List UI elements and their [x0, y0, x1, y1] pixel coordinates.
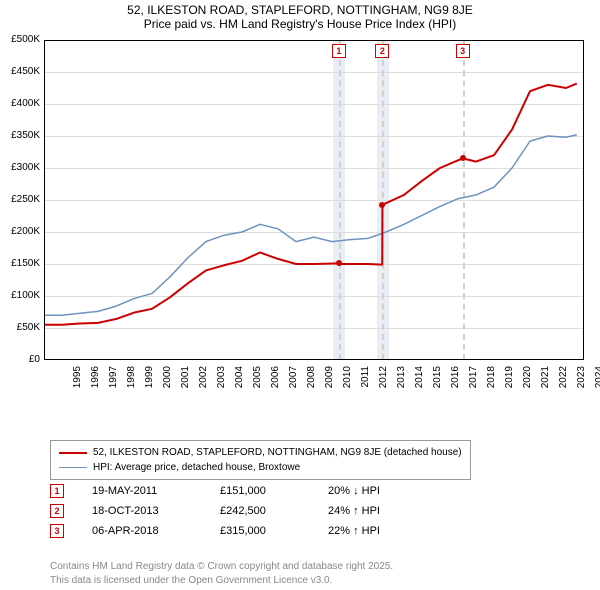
x-axis-label: 2014 — [414, 366, 425, 396]
credits-footer: Contains HM Land Registry data © Crown c… — [50, 560, 393, 587]
y-axis-label: £500K — [2, 34, 40, 45]
footer-line-2: This data is licensed under the Open Gov… — [50, 574, 393, 588]
x-axis-label: 2015 — [432, 366, 443, 396]
x-axis-label: 1997 — [108, 366, 119, 396]
event-number: 2 — [50, 504, 64, 518]
x-axis-label: 2009 — [324, 366, 335, 396]
x-axis-label: 2024 — [594, 366, 600, 396]
x-axis-label: 2002 — [198, 366, 209, 396]
plot-border — [44, 40, 584, 360]
legend-item-property: 52, ILKESTON ROAD, STAPLEFORD, NOTTINGHA… — [59, 445, 462, 460]
x-axis-label: 2023 — [576, 366, 587, 396]
event-row: 3 06-APR-2018 £315,000 22% ↑ HPI — [50, 524, 428, 538]
x-axis-label: 1998 — [126, 366, 137, 396]
title-line-1: 52, ILKESTON ROAD, STAPLEFORD, NOTTINGHA… — [0, 3, 600, 17]
legend-label-hpi: HPI: Average price, detached house, Brox… — [93, 460, 300, 475]
x-axis-label: 1995 — [72, 366, 83, 396]
legend-swatch-property — [59, 452, 87, 454]
x-axis-label: 2007 — [288, 366, 299, 396]
event-price: £315,000 — [220, 525, 300, 537]
x-axis-label: 2016 — [450, 366, 461, 396]
event-number: 3 — [50, 524, 64, 538]
event-row: 2 18-OCT-2013 £242,500 24% ↑ HPI — [50, 504, 428, 518]
x-axis-label: 2019 — [504, 366, 515, 396]
y-axis-label: £0 — [2, 354, 40, 365]
y-axis-label: £200K — [2, 226, 40, 237]
x-axis-label: 2022 — [558, 366, 569, 396]
event-note: 22% ↑ HPI — [328, 525, 428, 537]
x-axis-label: 2018 — [486, 366, 497, 396]
y-axis-label: £300K — [2, 162, 40, 173]
event-note: 20% ↓ HPI — [328, 485, 428, 497]
event-date: 06-APR-2018 — [92, 525, 192, 537]
event-note: 24% ↑ HPI — [328, 505, 428, 517]
x-axis-label: 2010 — [342, 366, 353, 396]
x-axis-label: 2020 — [522, 366, 533, 396]
x-axis-label: 1996 — [90, 366, 101, 396]
x-axis-label: 2004 — [234, 366, 245, 396]
x-axis-label: 2006 — [270, 366, 281, 396]
event-date: 19-MAY-2011 — [92, 485, 192, 497]
event-price: £242,500 — [220, 505, 300, 517]
legend-swatch-hpi — [59, 467, 87, 469]
x-axis-label: 2011 — [360, 366, 371, 396]
x-axis-label: 2005 — [252, 366, 263, 396]
x-axis-label: 2012 — [378, 366, 389, 396]
x-axis-label: 2013 — [396, 366, 407, 396]
x-axis-label: 1999 — [144, 366, 155, 396]
y-axis-label: £250K — [2, 194, 40, 205]
x-axis-label: 2000 — [162, 366, 173, 396]
legend-label-property: 52, ILKESTON ROAD, STAPLEFORD, NOTTINGHA… — [93, 445, 462, 460]
y-axis-label: £50K — [2, 322, 40, 333]
title-block: 52, ILKESTON ROAD, STAPLEFORD, NOTTINGHA… — [0, 0, 600, 31]
y-axis-label: £150K — [2, 258, 40, 269]
y-axis-label: £100K — [2, 290, 40, 301]
chart-plot: £0£50K£100K£150K£200K£250K£300K£350K£400… — [44, 40, 584, 360]
chart-container: 52, ILKESTON ROAD, STAPLEFORD, NOTTINGHA… — [0, 0, 600, 590]
legend-item-hpi: HPI: Average price, detached house, Brox… — [59, 460, 462, 475]
x-axis-label: 2017 — [468, 366, 479, 396]
footer-line-1: Contains HM Land Registry data © Crown c… — [50, 560, 393, 574]
legend: 52, ILKESTON ROAD, STAPLEFORD, NOTTINGHA… — [50, 440, 471, 480]
x-axis-label: 2001 — [180, 366, 191, 396]
title-line-2: Price paid vs. HM Land Registry's House … — [0, 17, 600, 31]
y-axis-label: £350K — [2, 130, 40, 141]
x-axis-label: 2008 — [306, 366, 317, 396]
events-table: 1 19-MAY-2011 £151,000 20% ↓ HPI 2 18-OCT-201… — [50, 484, 428, 544]
event-number: 1 — [50, 484, 64, 498]
event-price: £151,000 — [220, 485, 300, 497]
y-axis-label: £400K — [2, 98, 40, 109]
x-axis-label: 2021 — [540, 366, 551, 396]
event-row: 1 19-MAY-2011 £151,000 20% ↓ HPI — [50, 484, 428, 498]
event-date: 18-OCT-2013 — [92, 505, 192, 517]
x-axis-label: 2003 — [216, 366, 227, 396]
y-axis-label: £450K — [2, 66, 40, 77]
